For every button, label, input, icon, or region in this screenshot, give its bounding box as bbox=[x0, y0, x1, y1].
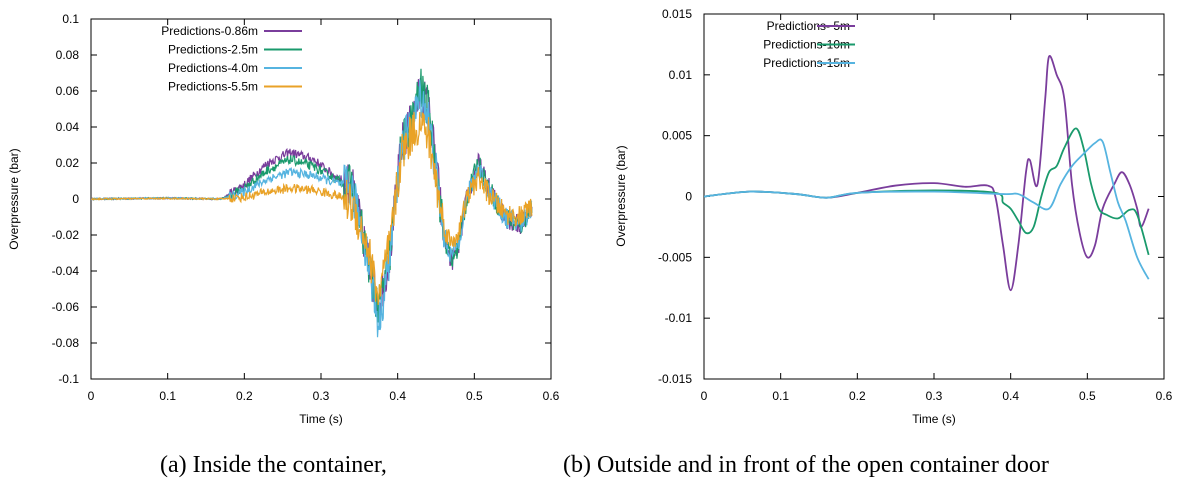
x-axis-label: Time (s) bbox=[299, 412, 343, 426]
y-tick-label: 0.005 bbox=[662, 129, 692, 143]
x-tick-label: 0.3 bbox=[313, 389, 330, 403]
y-tick-label: -0.005 bbox=[658, 250, 692, 264]
y-tick-label: 0.06 bbox=[56, 84, 80, 98]
x-tick-label: 0.5 bbox=[466, 389, 483, 403]
y-tick-label: -0.08 bbox=[52, 336, 80, 350]
x-tick-label: 0 bbox=[701, 389, 708, 403]
x-tick-label: 0.2 bbox=[849, 389, 866, 403]
caption-a: (a) Inside the container, bbox=[160, 452, 387, 478]
legend-label: Predictions-15m bbox=[763, 56, 850, 70]
x-tick-label: 0.2 bbox=[236, 389, 253, 403]
x-axis-label: Time (s) bbox=[912, 412, 956, 426]
legend-label: Predictions-0.86m bbox=[161, 24, 258, 38]
y-tick-label: -0.02 bbox=[52, 228, 80, 242]
x-tick-label: 0.4 bbox=[1002, 389, 1019, 403]
x-tick-label: 0.5 bbox=[1079, 389, 1096, 403]
x-tick-label: 0.3 bbox=[926, 389, 943, 403]
y-tick-label: 0.02 bbox=[56, 156, 80, 170]
y-tick-label: 0.1 bbox=[62, 12, 79, 26]
y-axis-label: Overpressure (bar) bbox=[614, 145, 628, 246]
caption-b: (b) Outside and in front of the open con… bbox=[563, 452, 1049, 478]
y-tick-label: 0.04 bbox=[56, 120, 80, 134]
y-tick-label: -0.015 bbox=[658, 372, 692, 386]
y-tick-label: 0 bbox=[685, 190, 692, 204]
series-line-3 bbox=[704, 138, 1150, 280]
legend-label: Predictions- 5m bbox=[767, 19, 850, 33]
x-tick-label: 0 bbox=[88, 389, 95, 403]
legend-label: Predictions-2.5m bbox=[168, 43, 258, 57]
x-tick-label: 0.6 bbox=[543, 389, 560, 403]
y-tick-label: 0 bbox=[72, 192, 79, 206]
y-tick-label: 0.08 bbox=[56, 48, 80, 62]
y-axis-label: Overpressure (bar) bbox=[7, 148, 21, 249]
x-tick-label: 0.6 bbox=[1156, 389, 1173, 403]
figure-charts: -0.1 -0.08 -0.06 -0.04 -0.02 0 0.02 0.04 0.06 0.0… bbox=[7, 7, 1173, 426]
y-tick-label: -0.06 bbox=[52, 300, 80, 314]
y-tick-label: 0.015 bbox=[662, 7, 692, 21]
chart-b: -0.015 -0.01 -0.005 0 0.005 0.01 0.015 0 0.1 0.2 0… bbox=[614, 7, 1173, 426]
series-line-4 bbox=[91, 112, 533, 305]
legend-label: Predictions-5.5m bbox=[168, 80, 258, 94]
y-tick-label: -0.04 bbox=[52, 264, 80, 278]
x-tick-label: 0.1 bbox=[159, 389, 176, 403]
y-tick-label: 0.01 bbox=[669, 68, 693, 82]
series-line-1 bbox=[704, 55, 1150, 292]
legend-label: Predictions-10m bbox=[763, 38, 850, 52]
y-tick-label: -0.1 bbox=[58, 372, 79, 386]
legend-label: Predictions-4.0m bbox=[168, 61, 258, 75]
x-tick-label: 0.4 bbox=[389, 389, 406, 403]
y-tick-label: -0.01 bbox=[665, 311, 693, 325]
x-tick-label: 0.1 bbox=[772, 389, 789, 403]
chart-a: -0.1 -0.08 -0.06 -0.04 -0.02 0 0.02 0.04 0.06 0.0… bbox=[7, 12, 560, 426]
